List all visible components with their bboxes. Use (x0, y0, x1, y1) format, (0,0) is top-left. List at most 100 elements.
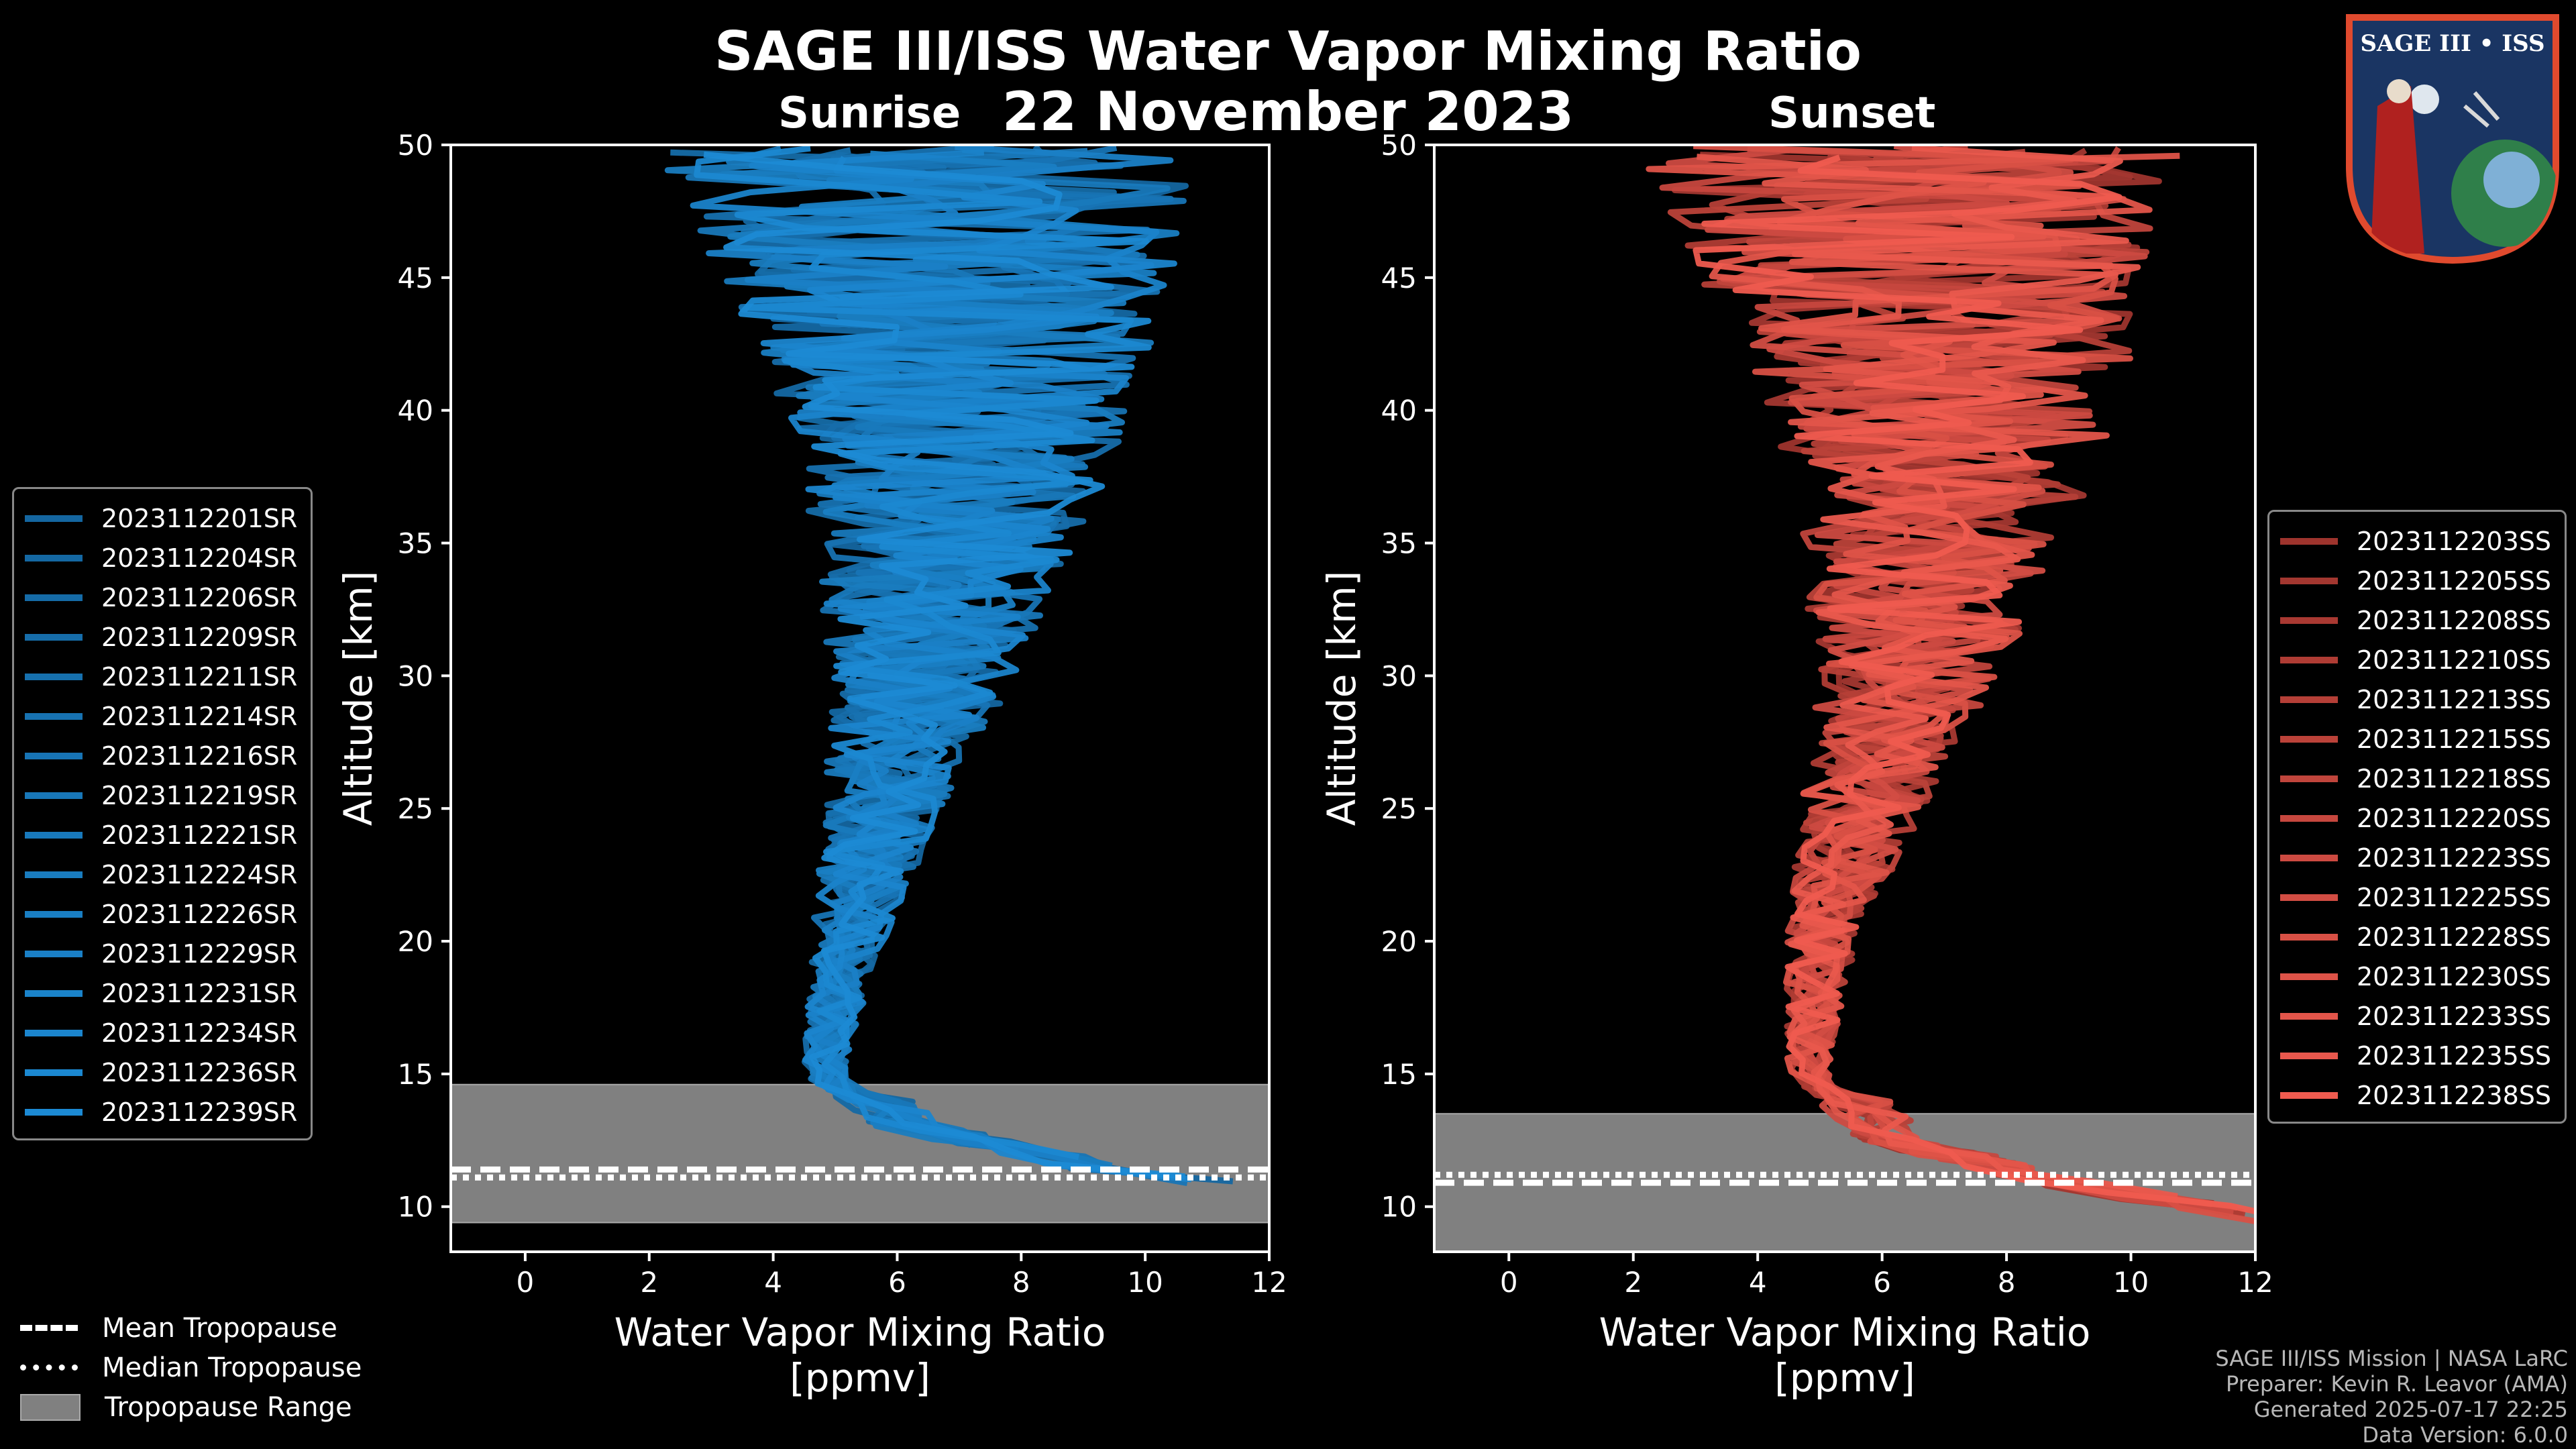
sunset-legend-item: 2023112205SS (2280, 561, 2551, 600)
sunrise-legend-item: 2023112231SR (25, 973, 297, 1013)
sunset-legend-item: 2023112218SS (2280, 759, 2551, 798)
sunrise-legend-label: 2023112219SR (101, 780, 298, 810)
sunrise-legend-item: 2023112219SR (25, 775, 297, 815)
legend-swatch-icon (25, 1108, 83, 1116)
sunset-ytick-label: 30 (1381, 659, 1417, 692)
sage-iii-iss-mission-logo: SAGE III • ISS (2346, 14, 2559, 264)
sunset-profile-2023112235SS (1786, 145, 2178, 1199)
sunrise-profile-2023112234SR (760, 156, 1192, 1183)
sunrise-legend-item: 2023112229SR (25, 934, 297, 973)
sunset-ytick-label: 20 (1381, 925, 1417, 958)
sunset-xtick-label: 10 (2113, 1266, 2149, 1299)
legend-swatch-icon (25, 515, 83, 522)
main-title: SAGE III/ISS Water Vapor Mixing Ratio (714, 20, 1862, 83)
sunset-xtick-label: 4 (1749, 1266, 1767, 1299)
sunset-xtick-label: 6 (1873, 1266, 1891, 1299)
legend-swatch-icon (25, 1029, 83, 1036)
tropo-legend-mean: Mean Tropopause (20, 1308, 362, 1348)
sunset-xlabel: Water Vapor Mixing Ratio (1599, 1309, 2091, 1355)
sunset-legend-label: 2023112218SS (2357, 763, 2552, 794)
sunrise-legend-label: 2023112224SR (101, 859, 298, 890)
legend-swatch-icon (2280, 1012, 2338, 1020)
legend-swatch-icon (2280, 616, 2338, 624)
sunrise-ytick-label: 45 (398, 262, 433, 294)
sunset-legend-item: 2023112213SS (2280, 680, 2551, 719)
sunrise-xtick-label: 12 (1251, 1266, 1287, 1299)
sunset-ytick-label: 15 (1381, 1058, 1417, 1091)
sunset-legend-label: 2023112203SS (2357, 526, 2552, 556)
sunrise-legend-item: 2023112206SR (25, 578, 297, 617)
sunset-legend-label: 2023112215SS (2357, 724, 2552, 754)
legend-swatch-icon (25, 792, 83, 799)
sunset-xtick-label: 8 (1998, 1266, 2016, 1299)
sunset-legend-item: 2023112238SS (2280, 1075, 2551, 1115)
sunrise-legend-label: 2023112239SR (101, 1097, 298, 1127)
sunrise-panel-title: Sunrise (778, 89, 961, 138)
legend-swatch-icon (2280, 735, 2338, 743)
legend-swatch-icon (2280, 656, 2338, 663)
date-title: 22 November 2023 (1002, 80, 1574, 143)
sunrise-legend-label: 2023112231SR (101, 978, 298, 1008)
sunset-legend-label: 2023112225SS (2357, 882, 2552, 912)
sunrise-ytick-label: 10 (398, 1191, 433, 1224)
sunset-legend-item: 2023112233SS (2280, 996, 2551, 1036)
sunrise-ylabel: Altitude [km] (335, 571, 381, 826)
sunrise-legend-label: 2023112209SR (101, 622, 298, 652)
sunrise-legend-item: 2023112209SR (25, 617, 297, 657)
gray-box-icon (20, 1393, 80, 1421)
sunset-legend-item: 2023112203SS (2280, 521, 2551, 561)
tropo-legend-median: Median Tropopause (20, 1348, 362, 1387)
sunrise-xtick-label: 0 (517, 1266, 535, 1299)
sunrise-ytick-label: 30 (398, 659, 433, 692)
sunset-ytick-label: 45 (1381, 262, 1417, 294)
dashed-line-icon (20, 1325, 78, 1331)
sunset-ytick-label: 50 (1381, 129, 1417, 162)
sunset-xtick-label: 0 (1500, 1266, 1518, 1299)
sunset-legend-label: 2023112208SS (2357, 605, 2552, 635)
legend-swatch-icon (2280, 933, 2338, 941)
credit-mission: SAGE III/ISS Mission | NASA LaRC (2215, 1346, 2568, 1371)
sunrise-legend-label: 2023112201SR (101, 503, 298, 533)
sunset-legend-label: 2023112213SS (2357, 684, 2552, 714)
sunset-legend-item: 2023112210SS (2280, 640, 2551, 680)
sunrise-legend: 2023112201SR 2023112204SR 2023112206SR 2023… (12, 487, 313, 1140)
sunrise-legend-label: 2023112229SR (101, 938, 298, 969)
sunset-legend-label: 2023112228SS (2357, 922, 2552, 952)
sunrise-xtick-label: 4 (764, 1266, 782, 1299)
sunset-plot: 0 2 4 6 8 10 12 10 15 20 25 30 35 40 45 50 Water Vapor M… (1319, 129, 2273, 1401)
credit-version: Data Version: 6.0.0 (2362, 1422, 2568, 1448)
legend-swatch-icon (25, 871, 83, 878)
legend-swatch-icon (2280, 577, 2338, 584)
legend-swatch-icon (25, 950, 83, 957)
sunset-legend-label: 2023112210SS (2357, 645, 2552, 675)
sunset-legend-label: 2023112220SS (2357, 803, 2552, 833)
sunrise-legend-label: 2023112204SR (101, 543, 298, 573)
sunset-legend-label: 2023112235SS (2357, 1040, 2552, 1071)
credit-preparer: Preparer: Kevin R. Leavor (AMA) (2225, 1371, 2568, 1397)
sunrise-xtick-label: 8 (1012, 1266, 1030, 1299)
tropo-legend-median-label: Median Tropopause (102, 1352, 362, 1383)
legend-swatch-icon (25, 673, 83, 680)
sunset-panel-title: Sunset (1768, 89, 1936, 138)
sunrise-ytick-label: 35 (398, 527, 433, 560)
legend-swatch-icon (25, 1069, 83, 1076)
sunrise-xlabel: Water Vapor Mixing Ratio (614, 1309, 1106, 1355)
sunrise-plot: 0 2 4 6 8 10 12 10 15 20 25 30 35 40 45 50 Water Vapor M… (335, 129, 1287, 1401)
sunrise-legend-item: 2023112224SR (25, 855, 297, 894)
sunrise-ytick-label: 15 (398, 1058, 433, 1091)
sunrise-legend-item: 2023112226SR (25, 894, 297, 934)
sunrise-legend-label: 2023112216SR (101, 741, 298, 771)
sunrise-legend-label: 2023112206SR (101, 582, 298, 612)
legend-swatch-icon (2280, 775, 2338, 782)
sunrise-ytick-label: 20 (398, 925, 433, 958)
legend-swatch-icon (2280, 973, 2338, 980)
sunrise-profile-2023112236SR (694, 145, 1152, 1161)
legend-swatch-icon (2280, 1052, 2338, 1059)
credits: SAGE III/ISS Mission | NASA LaRC Prepare… (2215, 1346, 2568, 1448)
sunrise-legend-item: 2023112201SR (25, 498, 297, 538)
sunset-ytick-label: 10 (1381, 1191, 1417, 1224)
legend-swatch-icon (2280, 1091, 2338, 1099)
dotted-line-icon (20, 1364, 78, 1371)
sunset-legend-label: 2023112230SS (2357, 961, 2552, 991)
